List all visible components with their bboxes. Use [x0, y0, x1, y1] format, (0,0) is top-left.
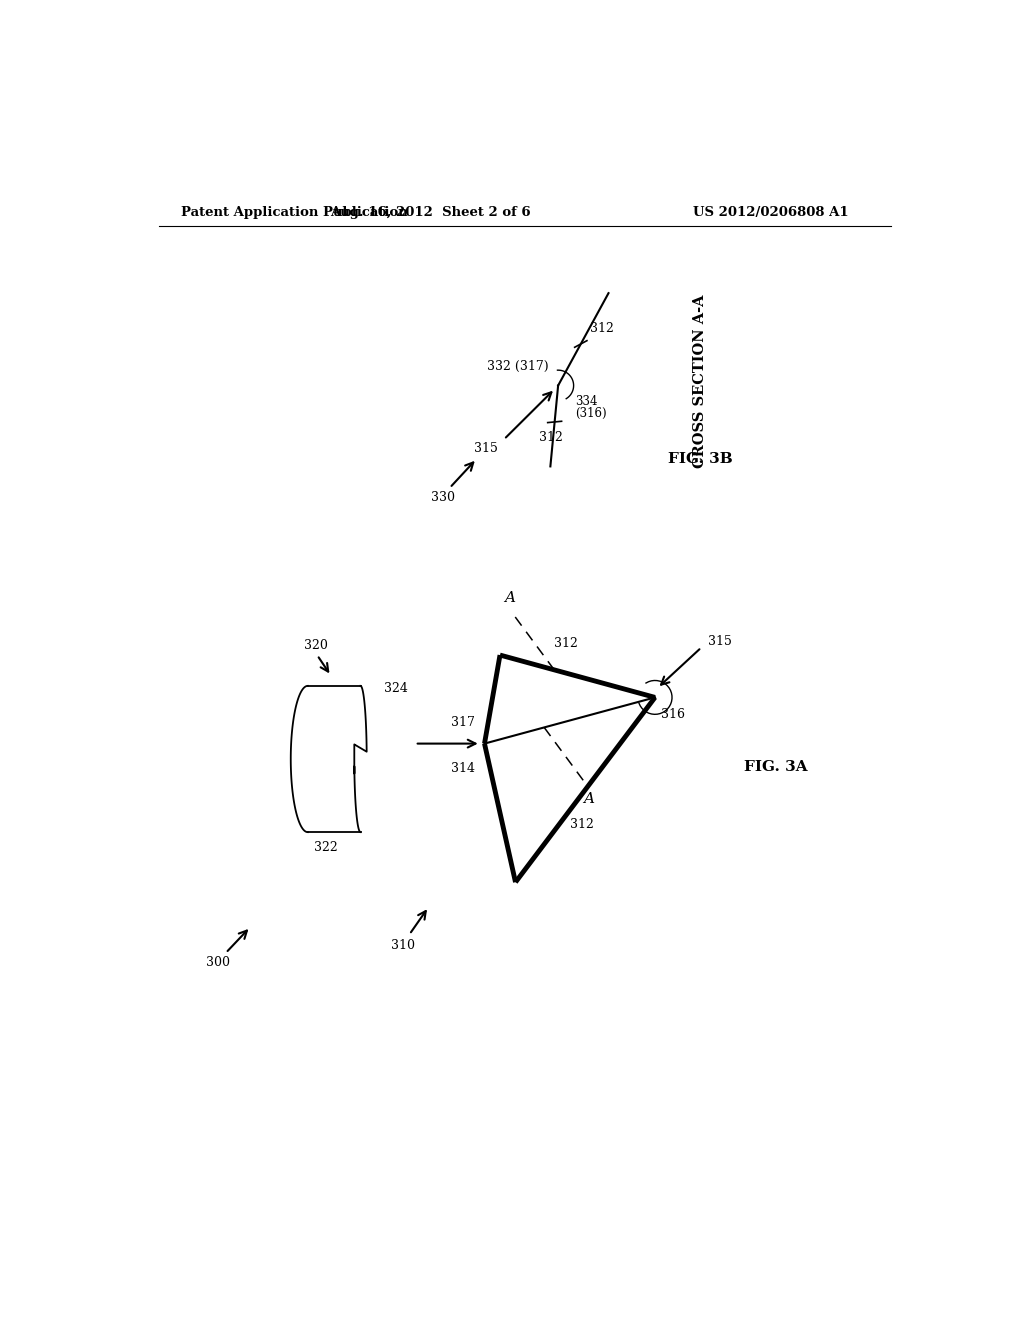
Text: 315: 315 — [474, 442, 498, 455]
Text: 322: 322 — [313, 841, 338, 854]
Text: US 2012/0206808 A1: US 2012/0206808 A1 — [693, 206, 849, 219]
Text: 316: 316 — [662, 708, 685, 721]
Text: 324: 324 — [384, 681, 408, 694]
Text: CROSS SECTION A-A: CROSS SECTION A-A — [693, 294, 707, 469]
Text: 330: 330 — [431, 491, 456, 504]
Text: 320: 320 — [303, 639, 328, 652]
Text: 312: 312 — [554, 638, 579, 649]
Text: 300: 300 — [206, 956, 230, 969]
Text: 314: 314 — [452, 762, 475, 775]
Text: FIG. 3B: FIG. 3B — [668, 451, 732, 466]
Text: Patent Application Publication: Patent Application Publication — [180, 206, 408, 219]
Text: A: A — [505, 591, 515, 606]
Text: 310: 310 — [391, 939, 415, 952]
Text: Aug. 16, 2012  Sheet 2 of 6: Aug. 16, 2012 Sheet 2 of 6 — [330, 206, 530, 219]
Text: FIG. 3A: FIG. 3A — [744, 760, 808, 774]
Text: A: A — [583, 792, 594, 807]
Text: 332 (317): 332 (317) — [487, 360, 549, 372]
Text: 334: 334 — [575, 395, 598, 408]
Text: 312: 312 — [590, 322, 614, 335]
Text: 315: 315 — [708, 635, 731, 648]
Text: 317: 317 — [452, 715, 475, 729]
Text: 312: 312 — [540, 430, 563, 444]
Text: 312: 312 — [569, 818, 594, 832]
Text: (316): (316) — [575, 407, 607, 420]
